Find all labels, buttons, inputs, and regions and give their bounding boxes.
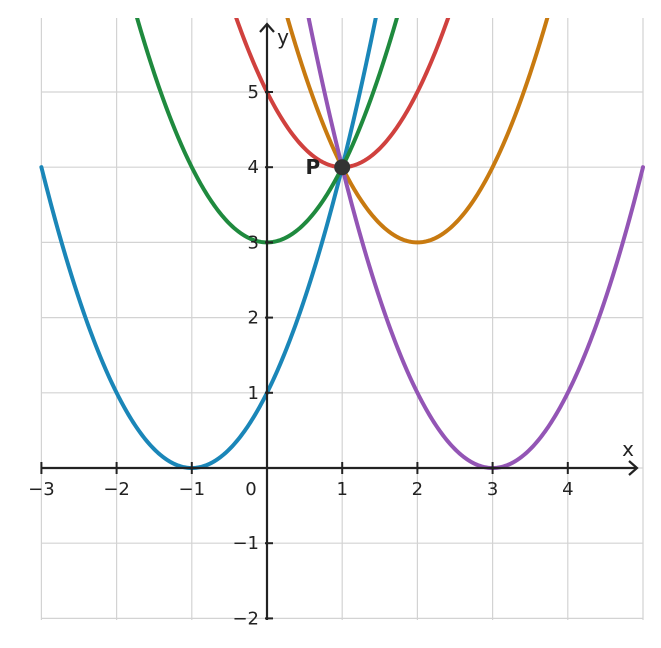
- y-tick-label: 3: [248, 232, 259, 253]
- y-tick-label: 2: [248, 308, 259, 329]
- y-tick-label: −1: [232, 533, 259, 554]
- y-axis-label: y: [277, 25, 289, 49]
- origin-label: 0: [245, 479, 256, 500]
- x-tick-label: −1: [179, 479, 206, 500]
- y-tick-label: 1: [248, 383, 259, 404]
- x-tick-label: −2: [103, 479, 130, 500]
- x-tick-label: 1: [336, 479, 347, 500]
- x-tick-label: −3: [28, 479, 55, 500]
- x-tick-label: 4: [562, 479, 573, 500]
- axes: x y 0: [41, 22, 639, 620]
- x-axis-arrow-icon: [628, 460, 639, 476]
- y-tick-label: −2: [232, 608, 259, 629]
- y-axis-arrow-icon: [259, 22, 275, 33]
- point-marker: [334, 159, 351, 176]
- points: P: [306, 155, 351, 179]
- y-tick-label: 5: [248, 82, 259, 103]
- x-tick-label: 3: [487, 479, 498, 500]
- y-tick-label: 4: [248, 157, 259, 178]
- point-label: P: [306, 155, 321, 179]
- ticks: −3 −2 −1 1 2 3 4 −2 −1 1 2 3 4 5: [28, 82, 573, 629]
- x-axis-label: x: [622, 437, 634, 461]
- grid: [40, 18, 644, 620]
- x-tick-label: 2: [412, 479, 423, 500]
